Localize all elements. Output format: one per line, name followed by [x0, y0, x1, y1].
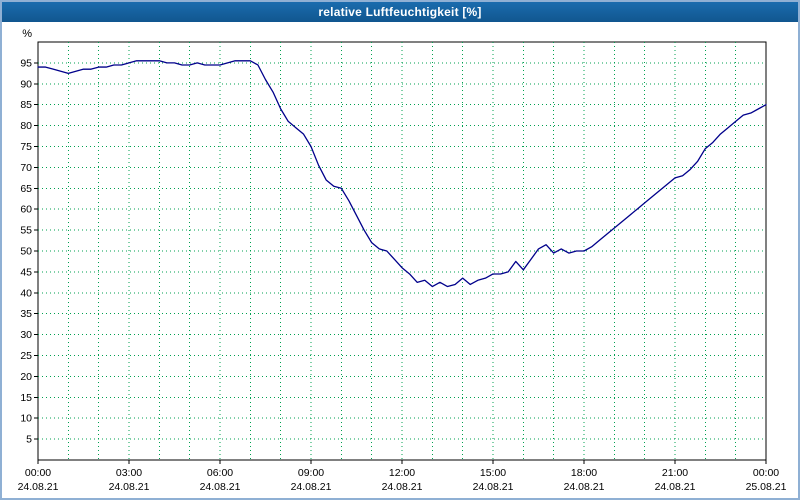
- titlebar: relative Luftfeuchtigkeit [%]: [2, 2, 798, 22]
- y-tick-label: 15: [20, 392, 32, 404]
- x-tick-date-label: 24.08.21: [382, 481, 423, 493]
- y-tick-label: 95: [20, 57, 32, 69]
- y-tick-label: 65: [20, 183, 32, 195]
- x-tick-date-label: 24.08.21: [473, 481, 514, 493]
- humidity-line: [37, 60, 767, 288]
- y-tick-label: 20: [20, 371, 32, 383]
- y-tick-label: 85: [20, 99, 32, 111]
- y-tick-label: 10: [20, 413, 32, 425]
- y-tick-label: 30: [20, 329, 32, 341]
- x-tick-date-label: 24.08.21: [291, 481, 332, 493]
- y-tick-label: 90: [20, 78, 32, 90]
- y-tick-label: 50: [20, 246, 32, 258]
- chart-area: % 5 10 15 20 25 30 35 40 45 50 55 60 65 70 75 80 85 90 95 00…: [2, 22, 798, 498]
- x-tick-date-label: 24.08.21: [655, 481, 696, 493]
- y-tick-label: 35: [20, 308, 32, 320]
- x-tick-time-label: 06:00: [207, 467, 233, 479]
- y-tick-label: 25: [20, 350, 32, 362]
- x-tick-date-label: 24.08.21: [564, 481, 605, 493]
- x-tick-time-label: 18:00: [571, 467, 597, 479]
- humidity-chart: % 5 10 15 20 25 30 35 40 45 50 55 60 65 70 75 80 85 90 95 00…: [18, 28, 787, 493]
- x-tick-time-label: 00:00: [25, 467, 51, 479]
- x-tick-date-label: 24.08.21: [18, 481, 59, 493]
- y-axis-unit-label: %: [22, 28, 32, 40]
- y-tick-label: 40: [20, 287, 32, 299]
- x-tick-date-label: 24.08.21: [200, 481, 241, 493]
- x-tick-time-label: 21:00: [662, 467, 688, 479]
- y-tick-label: 70: [20, 162, 32, 174]
- x-tick-time-label: 00:00: [753, 467, 779, 479]
- x-tick-time-label: 03:00: [116, 467, 142, 479]
- y-tick-label: 80: [20, 120, 32, 132]
- x-tick-time-label: 12:00: [389, 467, 415, 479]
- y-tick-label: 60: [20, 204, 32, 216]
- x-tick-time-label: 15:00: [480, 467, 506, 479]
- y-tick-label: 5: [26, 434, 32, 446]
- window-title: relative Luftfeuchtigkeit [%]: [318, 5, 482, 19]
- x-tick-time-label: 09:00: [298, 467, 324, 479]
- x-tick-date-label: 25.08.21: [746, 481, 787, 493]
- y-tick-label: 55: [20, 225, 32, 237]
- y-tick-label: 75: [20, 141, 32, 153]
- y-tick-label: 45: [20, 266, 32, 278]
- x-tick-date-label: 24.08.21: [109, 481, 150, 493]
